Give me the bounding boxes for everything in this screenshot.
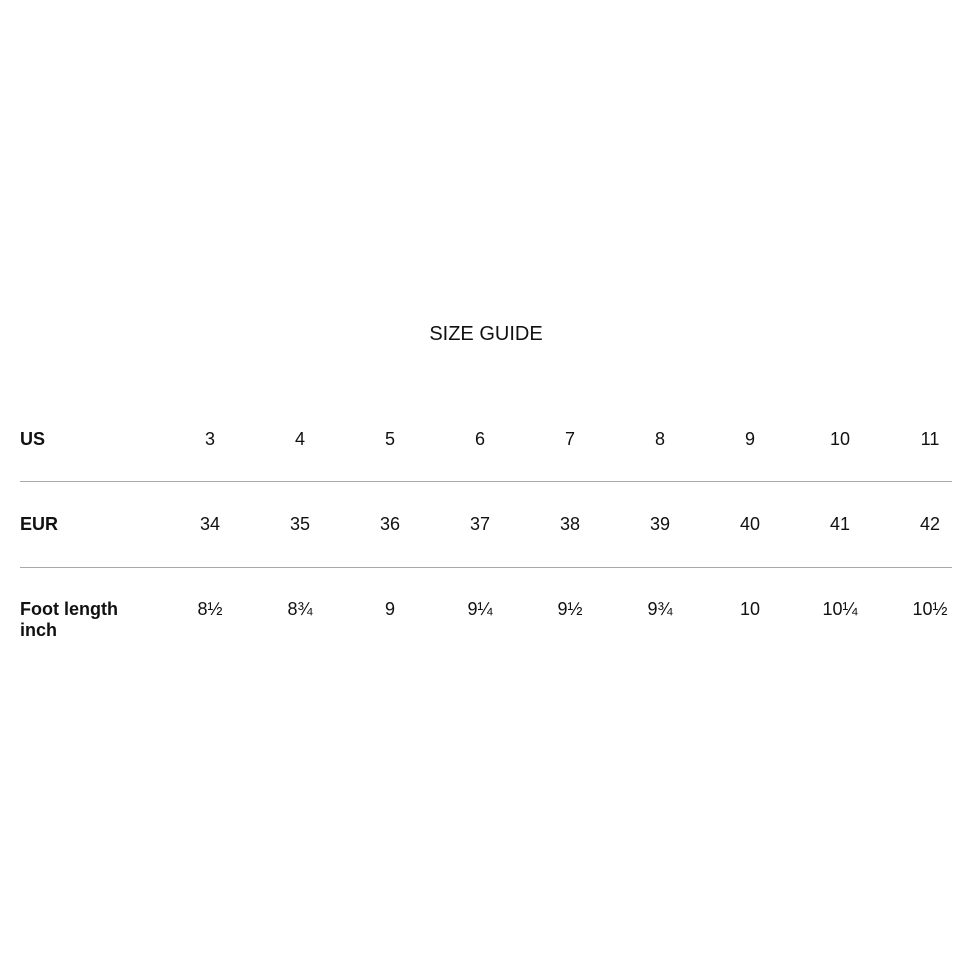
divider xyxy=(20,481,952,482)
table-row-eur: EUR 34 35 36 37 38 39 40 41 42 xyxy=(20,514,952,538)
table-cell: 10 xyxy=(829,429,851,449)
table-cell: 35 xyxy=(289,514,311,534)
table-cell: 9¾ xyxy=(647,599,673,619)
table-cell: 8¾ xyxy=(287,599,313,619)
table-cell: 10¼ xyxy=(822,599,858,619)
table-cell: 9¼ xyxy=(467,599,493,619)
table-cell: 11 xyxy=(920,429,940,449)
divider xyxy=(20,567,952,568)
table-cell: 10 xyxy=(739,599,761,619)
table-cell: 10½ xyxy=(912,599,948,619)
table-cell: 41 xyxy=(829,514,851,534)
page-title: SIZE GUIDE xyxy=(429,323,543,345)
table-cell: 7 xyxy=(564,429,575,449)
table-row-us: US 3 4 5 6 7 8 9 10 11 xyxy=(20,429,952,453)
table-cell: 9 xyxy=(384,599,395,619)
table-cell: 8 xyxy=(654,429,665,449)
table-cell: 4 xyxy=(294,429,305,449)
table-cell: 42 xyxy=(919,514,941,534)
table-cell: 9 xyxy=(744,429,755,449)
table-cell: 38 xyxy=(559,514,581,534)
table-cell: 39 xyxy=(649,514,671,534)
table-cell: 6 xyxy=(474,429,485,449)
row-label: Foot length inch xyxy=(20,599,118,640)
table-cell: 9½ xyxy=(557,599,583,619)
table-cell: 3 xyxy=(204,429,215,449)
table-row-foot-length: Foot length inch 8½ 8¾ 9 9¼ 9½ 9¾ 10 10¼ 10½ xyxy=(20,599,952,640)
row-label: EUR xyxy=(20,514,59,534)
table-cell: 37 xyxy=(469,514,491,534)
row-label: US xyxy=(20,429,46,449)
table-cell: 40 xyxy=(739,514,761,534)
table-cell: 34 xyxy=(199,514,221,534)
table-cell: 5 xyxy=(384,429,395,449)
table-cell: 36 xyxy=(379,514,401,534)
table-cell: 8½ xyxy=(197,599,223,619)
